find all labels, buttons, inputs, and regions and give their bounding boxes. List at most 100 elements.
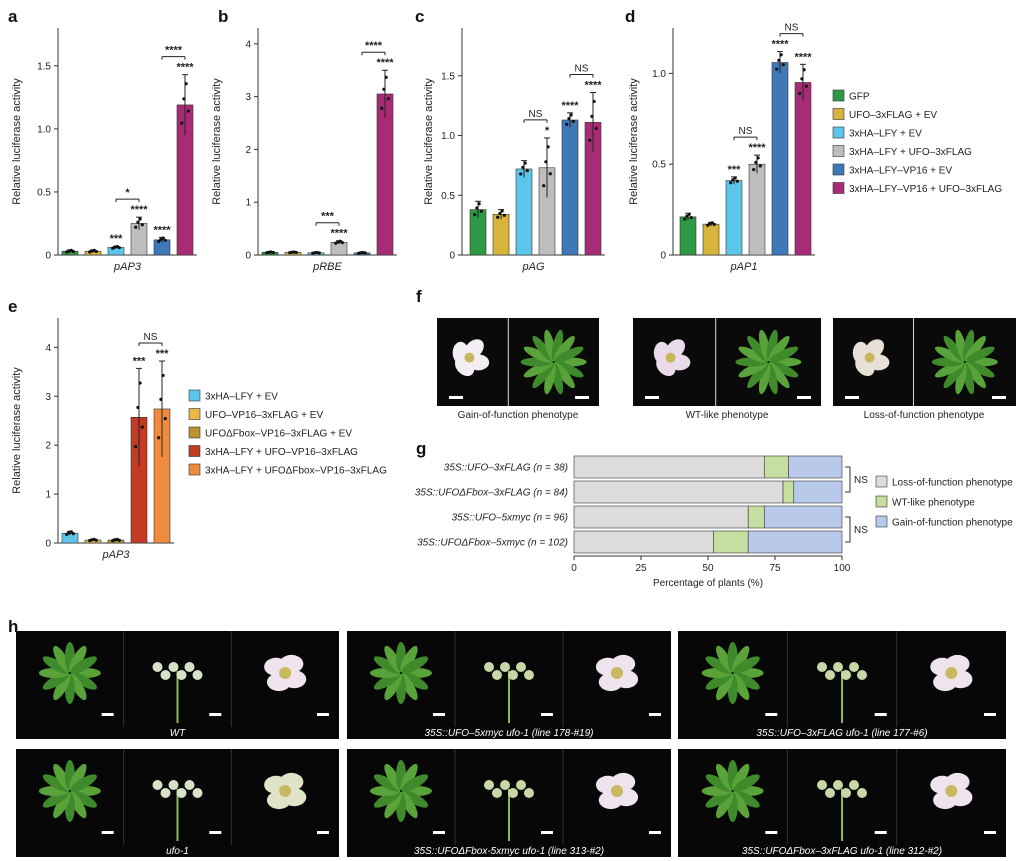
flower-bud — [508, 788, 518, 798]
flower-center — [611, 785, 623, 797]
flower-center — [945, 667, 958, 679]
flower-center — [611, 667, 623, 679]
panel-h-photos: WT 35S::UFO–5xmyc ufo-1 (line 178-#19) 35S… — [16, 631, 1006, 857]
data-point — [754, 160, 758, 164]
legend-swatch — [832, 108, 845, 120]
x-axis-label: pAG — [521, 261, 544, 273]
data-point — [159, 397, 163, 401]
data-point — [779, 53, 783, 57]
data-point — [386, 97, 390, 101]
data-point — [71, 249, 75, 254]
flower-bud — [184, 780, 195, 790]
data-point — [163, 416, 167, 421]
rosette-leaf — [553, 335, 575, 362]
ns-bracket — [845, 516, 851, 543]
flower-bud — [484, 662, 494, 672]
flower-bud — [484, 780, 494, 790]
data-point — [525, 169, 529, 173]
data-point — [502, 213, 506, 217]
data-point — [71, 532, 75, 536]
scale-bar — [649, 713, 661, 716]
data-point — [542, 184, 546, 188]
rosette-leaf — [716, 673, 734, 701]
legend-swatch — [188, 408, 201, 420]
chart-b: 0 1 2 3 4 Relative luciferase activity pRBE ***… — [211, 28, 397, 273]
scale-bar — [874, 831, 887, 834]
flower-bud — [184, 662, 195, 672]
rosette-leaf — [955, 362, 967, 395]
bracket-label: **** — [365, 40, 383, 52]
y-tick-label: 1 — [45, 490, 51, 501]
bar — [330, 242, 348, 256]
data-point — [94, 249, 98, 254]
x-axis-label: pAP3 — [113, 261, 142, 273]
flower-bud — [524, 670, 534, 680]
data-point — [186, 109, 190, 113]
rosette-leaf — [69, 645, 87, 673]
y-tick-label: 4 — [245, 39, 251, 50]
flower-bud — [176, 670, 187, 680]
y-tick-label: 0 — [45, 251, 51, 262]
data-point — [594, 126, 598, 130]
scale-bar — [433, 713, 445, 716]
rosette-leaf — [768, 335, 790, 362]
rosette-leaf — [705, 774, 733, 792]
rosette-leaf — [943, 362, 965, 389]
rosette-leaf — [532, 362, 554, 389]
significance-label: **** — [584, 80, 602, 92]
legend-swatch — [832, 163, 845, 176]
y-tick-label: 2 — [245, 145, 251, 156]
bracket-label: NS — [575, 64, 589, 75]
significance-label: *** — [110, 233, 124, 245]
rosette-leaf — [384, 673, 402, 701]
rosette-leaf — [551, 329, 564, 362]
x-axis-label: Percentage of plants (%) — [653, 578, 763, 589]
data-point — [479, 209, 483, 213]
significance-label: **** — [330, 228, 348, 240]
x-axis-label: pAP3 — [102, 549, 131, 561]
scale-bar — [101, 713, 114, 716]
rosette-leaf — [758, 362, 771, 395]
bar-charts-group: 0 0.5 1.0 1.5 Relative luciferase activity pA… — [11, 23, 815, 561]
data-point — [731, 178, 735, 182]
data-point — [161, 373, 165, 378]
data-point — [735, 179, 739, 183]
legend-swatch — [832, 145, 845, 157]
rosette-leaf — [554, 346, 584, 363]
flower-bud — [841, 670, 851, 680]
ns-bracket — [845, 466, 851, 493]
scale-bar — [649, 831, 661, 834]
data-point — [571, 119, 575, 124]
flower-center — [279, 667, 292, 679]
data-point — [588, 138, 592, 142]
flower-bud — [152, 780, 163, 790]
rosette-leaf — [42, 656, 70, 674]
data-point — [689, 215, 693, 220]
rosette-leaf — [53, 673, 71, 701]
legend-label: 3xHA–LFY–VP16 + UFO–3xFLAG — [849, 184, 1002, 195]
legend-swatch — [875, 495, 888, 508]
rosette-leaf — [705, 656, 733, 674]
bracket-label: NS — [785, 23, 799, 34]
stacked-segment — [713, 530, 749, 554]
significance-label: **** — [376, 57, 394, 69]
rosette-leaf — [964, 335, 986, 362]
data-point — [294, 250, 298, 255]
legend-label: 3xHA–LFY + UFOΔFbox–VP16–3xFLAG — [205, 466, 387, 477]
flower-bud — [168, 780, 179, 790]
legend-swatch — [188, 463, 201, 476]
bar — [702, 223, 720, 256]
significance-label: * — [545, 125, 550, 137]
significance-label: **** — [153, 224, 171, 236]
data-point — [733, 176, 737, 180]
rosette-leaf — [400, 645, 418, 673]
scale-bar — [765, 713, 778, 716]
scale-bar — [845, 396, 859, 399]
flower-bud — [524, 788, 534, 798]
data-point — [475, 206, 479, 210]
data-point — [136, 220, 140, 224]
data-point — [184, 82, 188, 86]
ns-label: NS — [854, 475, 868, 486]
photo-caption: ufo-1 — [166, 846, 189, 857]
x-axis-label: pRBE — [312, 261, 342, 273]
